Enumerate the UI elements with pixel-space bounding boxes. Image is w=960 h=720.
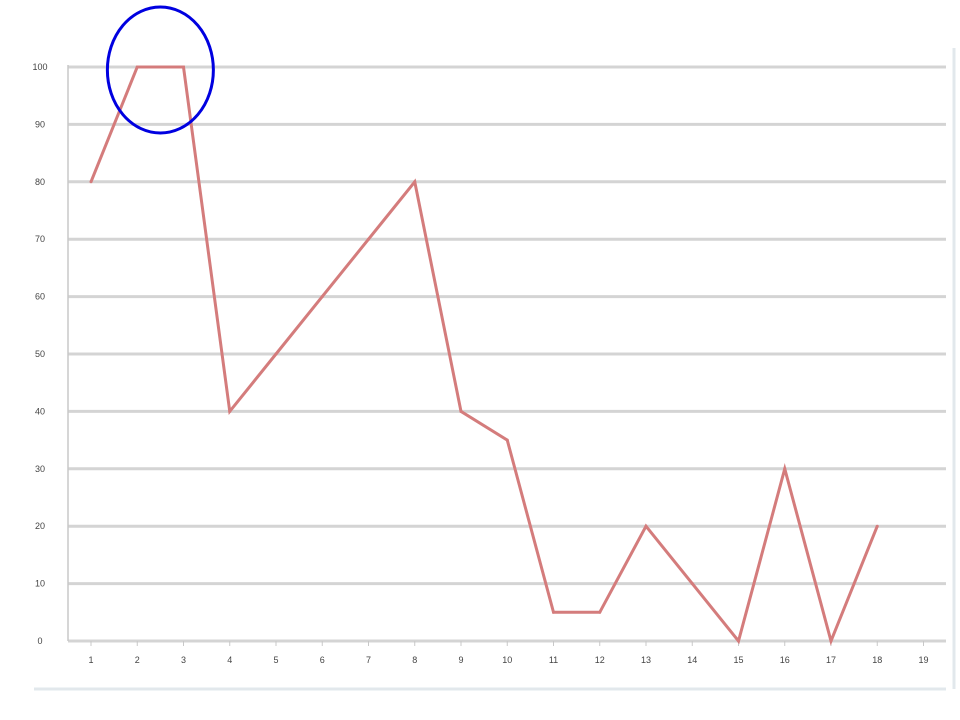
series	[89, 65, 879, 646]
x-tick-label: 15	[733, 655, 743, 665]
x-tick-label: 16	[780, 655, 790, 665]
data-point	[644, 524, 648, 528]
y-tick-label: 100	[32, 62, 47, 72]
data-point	[505, 438, 509, 442]
data-point	[413, 180, 417, 184]
y-axis-tick-labels: 0 10 20 30 40 50 60 70 80 90 100	[32, 62, 47, 646]
data-point	[367, 237, 370, 241]
chart-frame	[34, 48, 956, 691]
x-tick-label: 18	[872, 655, 882, 665]
y-tick-label: 0	[37, 636, 42, 646]
annotations	[105, 5, 215, 135]
x-tick-label: 14	[687, 655, 697, 665]
highlight-circle	[105, 5, 215, 135]
y-tick-label: 70	[35, 234, 45, 244]
data-point	[829, 639, 833, 643]
y-tick-label: 30	[35, 464, 45, 474]
x-tick-label: 10	[502, 655, 512, 665]
x-tick-label: 13	[641, 655, 651, 665]
y-tick-label: 60	[35, 292, 45, 302]
x-axis-tick-labels: 1 2 3 4 5 6 7 8 9 10 11 12 13 14 15 16 17 18 19	[88, 641, 929, 665]
x-tick-label: 6	[320, 655, 325, 665]
y-tick-label: 40	[35, 406, 45, 416]
data-point	[598, 610, 602, 614]
series-line	[89, 65, 879, 646]
x-tick-label: 4	[227, 655, 232, 665]
y-tick-label: 50	[35, 349, 45, 359]
data-point	[783, 467, 787, 471]
gridlines	[67, 65, 946, 643]
data-point	[182, 65, 185, 69]
x-tick-label: 11	[549, 655, 558, 665]
x-tick-label: 9	[458, 655, 463, 665]
y-tick-label: 10	[35, 579, 45, 589]
x-tick-label: 8	[412, 655, 417, 665]
data-point	[135, 65, 139, 69]
x-tick-label: 3	[181, 655, 186, 665]
data-point	[274, 352, 278, 356]
data-point	[690, 582, 694, 586]
data-point	[320, 295, 324, 299]
x-tick-label: 12	[595, 655, 605, 665]
x-tick-label: 7	[366, 655, 371, 665]
data-point	[459, 409, 463, 413]
x-tick-label: 1	[88, 655, 93, 665]
data-point	[89, 180, 93, 184]
data-point	[228, 409, 232, 413]
x-tick-label: 2	[135, 655, 140, 665]
y-tick-label: 90	[35, 119, 45, 129]
x-tick-label: 17	[826, 655, 836, 665]
data-point	[552, 610, 555, 614]
y-tick-label: 20	[35, 521, 45, 531]
data-point	[737, 639, 740, 643]
data-point	[875, 524, 879, 528]
x-tick-label: 5	[273, 655, 278, 665]
y-tick-label: 80	[35, 177, 45, 187]
x-tick-label: 19	[918, 655, 928, 665]
